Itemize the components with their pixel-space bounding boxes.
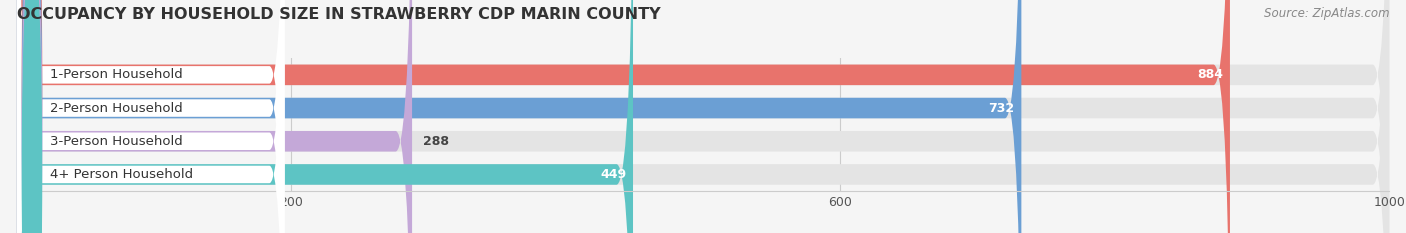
Circle shape [22, 0, 42, 233]
Text: OCCUPANCY BY HOUSEHOLD SIZE IN STRAWBERRY CDP MARIN COUNTY: OCCUPANCY BY HOUSEHOLD SIZE IN STRAWBERR… [17, 7, 661, 22]
Text: 732: 732 [988, 102, 1015, 115]
FancyBboxPatch shape [17, 0, 1389, 233]
Circle shape [22, 0, 42, 233]
Text: 1-Person Household: 1-Person Household [49, 68, 183, 81]
FancyBboxPatch shape [17, 0, 1389, 233]
FancyBboxPatch shape [17, 0, 284, 233]
Text: Source: ZipAtlas.com: Source: ZipAtlas.com [1264, 7, 1389, 20]
Text: 449: 449 [600, 168, 626, 181]
FancyBboxPatch shape [17, 0, 1389, 233]
Text: 884: 884 [1197, 68, 1223, 81]
FancyBboxPatch shape [17, 0, 284, 233]
FancyBboxPatch shape [17, 0, 284, 233]
FancyBboxPatch shape [17, 0, 1389, 233]
Text: 3-Person Household: 3-Person Household [49, 135, 183, 148]
Text: 2-Person Household: 2-Person Household [49, 102, 183, 115]
Circle shape [22, 0, 42, 233]
Text: 288: 288 [423, 135, 449, 148]
FancyBboxPatch shape [17, 0, 412, 233]
FancyBboxPatch shape [17, 0, 1230, 233]
FancyBboxPatch shape [17, 0, 633, 233]
FancyBboxPatch shape [17, 0, 284, 233]
FancyBboxPatch shape [17, 0, 1021, 233]
Circle shape [22, 0, 42, 233]
Text: 4+ Person Household: 4+ Person Household [49, 168, 193, 181]
